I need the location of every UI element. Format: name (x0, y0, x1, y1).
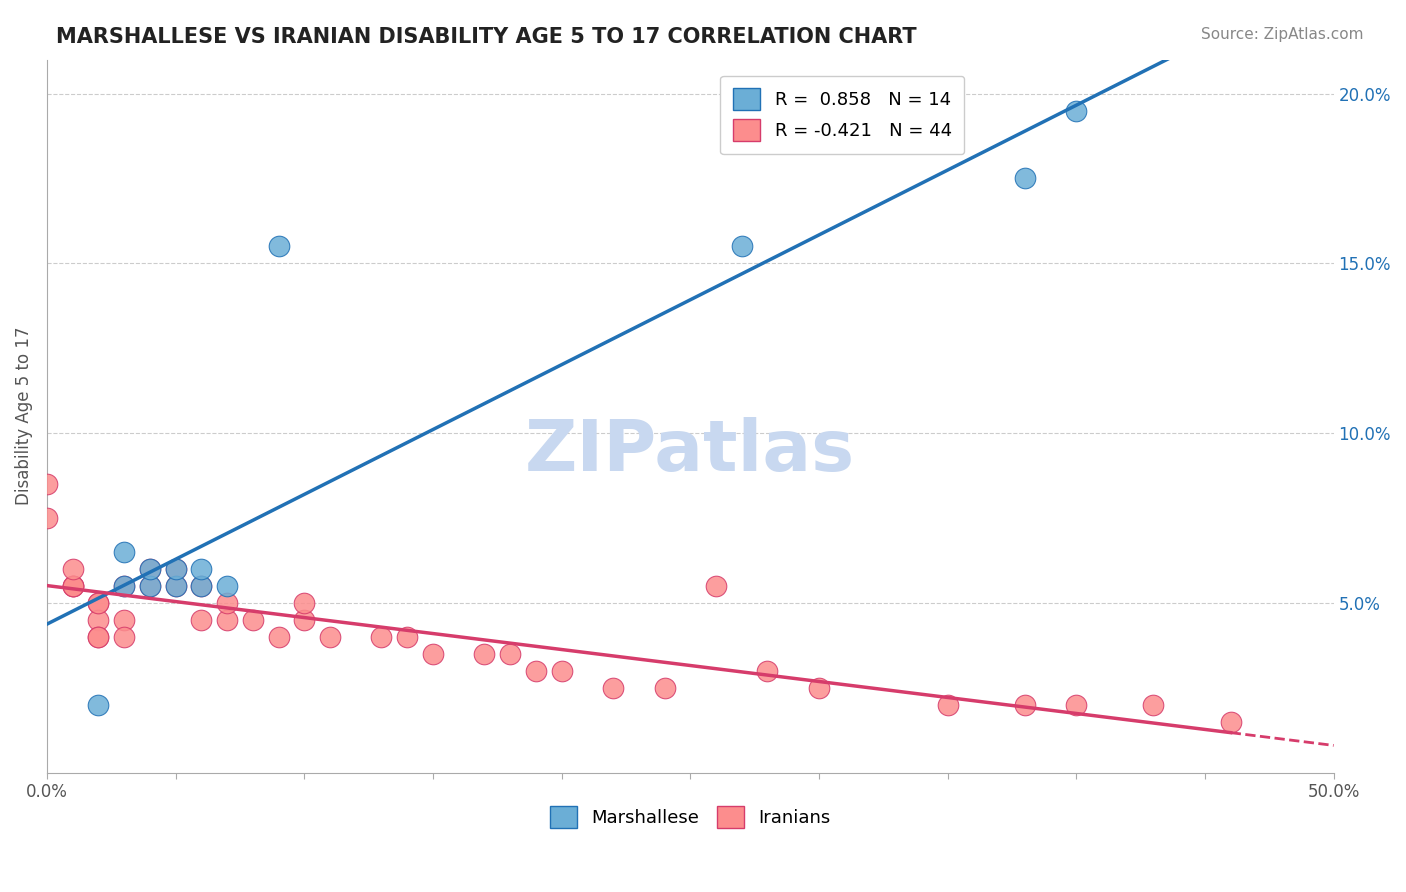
Point (524, 664, 547, 678)
Point (654, 681, 676, 695)
Point (292, 613, 315, 627)
Point (319, 630, 342, 644)
Point (215, 596, 238, 610)
Point (165, 579, 187, 593)
Point (242, 613, 264, 627)
Point (87, 698, 110, 712)
Point (731, 239, 754, 253)
Point (62, 562, 84, 576)
Point (87, 630, 110, 644)
Point (139, 562, 162, 576)
Point (112, 545, 135, 559)
Point (87, 630, 110, 644)
Point (87, 596, 110, 610)
Point (370, 630, 392, 644)
Point (704, 579, 727, 593)
Point (602, 681, 624, 695)
Point (499, 647, 522, 661)
Point (35, 477, 58, 491)
Point (1014, 698, 1036, 712)
Point (165, 579, 187, 593)
Point (62, 579, 84, 593)
Point (1064, 103, 1087, 118)
Point (1064, 698, 1087, 712)
Point (422, 647, 444, 661)
Point (936, 698, 959, 712)
Point (112, 613, 135, 627)
Point (807, 681, 830, 695)
Text: MARSHALLESE VS IRANIAN DISABILITY AGE 5 TO 17 CORRELATION CHART: MARSHALLESE VS IRANIAN DISABILITY AGE 5 … (56, 27, 917, 46)
Point (190, 562, 212, 576)
Point (35, 511, 58, 525)
Point (756, 664, 779, 678)
Point (267, 630, 290, 644)
Point (112, 579, 135, 593)
Point (112, 630, 135, 644)
Point (474, 647, 496, 661)
Point (190, 613, 212, 627)
Point (215, 613, 238, 627)
Point (165, 562, 187, 576)
Point (550, 664, 572, 678)
Point (1142, 698, 1164, 712)
Legend: Marshallese, Iranians: Marshallese, Iranians (543, 798, 838, 835)
Text: Source: ZipAtlas.com: Source: ZipAtlas.com (1201, 27, 1364, 42)
Point (139, 562, 162, 576)
Point (292, 596, 315, 610)
Point (190, 579, 212, 593)
Point (190, 579, 212, 593)
Point (1219, 714, 1241, 729)
Point (139, 579, 162, 593)
Point (87, 613, 110, 627)
Point (165, 562, 187, 576)
Point (62, 579, 84, 593)
Point (215, 579, 238, 593)
Point (62, 579, 84, 593)
Point (267, 239, 290, 253)
Y-axis label: Disability Age 5 to 17: Disability Age 5 to 17 (15, 327, 32, 506)
Point (112, 579, 135, 593)
Text: ZIPatlas: ZIPatlas (526, 417, 855, 486)
Point (87, 596, 110, 610)
Point (1014, 171, 1036, 186)
Point (396, 630, 419, 644)
Point (139, 579, 162, 593)
